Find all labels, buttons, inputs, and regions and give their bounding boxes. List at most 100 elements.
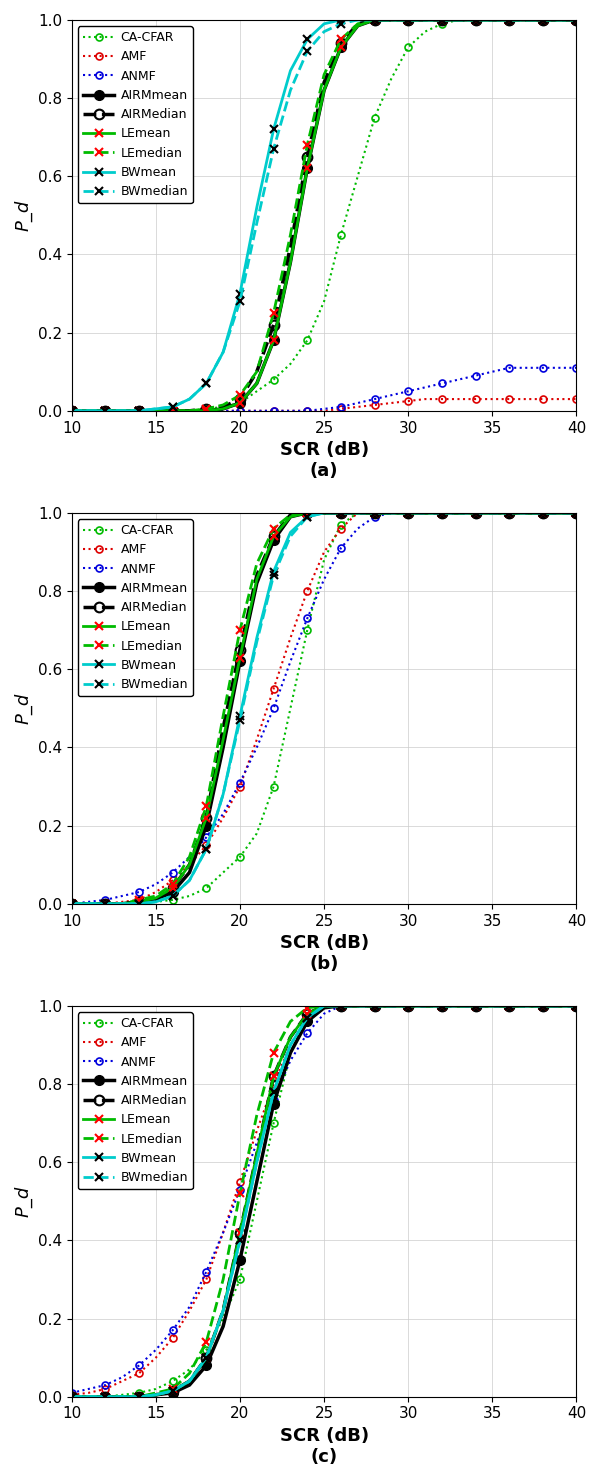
LEmedian	[220, 396, 227, 414]
AIRMedian	[523, 12, 530, 29]
AIRMmean	[270, 1095, 277, 1113]
AIRMmean	[186, 864, 193, 882]
BWmean	[438, 12, 445, 29]
AIRMedian	[119, 402, 126, 420]
CA-CFAR	[186, 888, 193, 905]
LEmedian	[573, 503, 580, 521]
LEmean	[455, 997, 462, 1014]
AIRMedian	[169, 402, 176, 420]
LEmedian	[304, 135, 311, 153]
LEmean	[253, 374, 260, 392]
AMF	[455, 390, 462, 408]
BWmedian	[455, 503, 462, 521]
LEmean	[136, 402, 143, 420]
BWmean	[287, 62, 294, 79]
LEmean	[186, 855, 193, 873]
BWmean	[523, 12, 530, 29]
Line: ANMF: ANMF	[68, 509, 580, 907]
AMF	[220, 1223, 227, 1241]
LEmean	[371, 503, 378, 521]
AIRMmean	[539, 503, 547, 521]
BWmean	[472, 503, 479, 521]
CA-CFAR	[68, 1388, 75, 1406]
LEmean	[287, 253, 294, 271]
AIRMedian	[337, 997, 344, 1014]
AMF	[220, 810, 227, 827]
BWmedian	[186, 1372, 193, 1390]
BWmedian	[220, 343, 227, 361]
AIRMedian	[102, 1388, 109, 1406]
CA-CFAR	[388, 69, 395, 87]
BWmean	[304, 31, 311, 49]
ANMF	[573, 359, 580, 377]
BWmedian	[68, 895, 75, 913]
Line: LEmean: LEmean	[68, 16, 581, 415]
BWmedian	[421, 503, 428, 521]
ANMF	[203, 829, 210, 846]
CA-CFAR	[556, 503, 563, 521]
CA-CFAR	[68, 895, 75, 913]
AIRMmean	[421, 503, 428, 521]
BWmean	[236, 708, 244, 726]
AIRMmean	[354, 997, 361, 1014]
AIRMmean	[169, 402, 176, 420]
LEmedian	[506, 503, 513, 521]
CA-CFAR	[102, 895, 109, 913]
BWmean	[253, 1154, 260, 1172]
AIRMedian	[539, 503, 547, 521]
ANMF	[270, 402, 277, 420]
LEmean	[573, 997, 580, 1014]
AMF	[102, 1381, 109, 1398]
LEmedian	[304, 999, 311, 1017]
AIRMedian	[169, 1382, 176, 1400]
BWmean	[489, 997, 496, 1014]
CA-CFAR	[438, 15, 445, 32]
AIRMmean	[119, 895, 126, 913]
LEmean	[354, 503, 361, 521]
ANMF	[556, 503, 563, 521]
AIRMmean	[388, 503, 395, 521]
LEmedian	[136, 1388, 143, 1406]
LEmedian	[438, 503, 445, 521]
Line: AIRMedian: AIRMedian	[67, 508, 581, 908]
CA-CFAR	[404, 38, 412, 56]
Line: BWmedian: BWmedian	[68, 509, 581, 908]
CA-CFAR	[371, 997, 378, 1014]
LEmean	[152, 402, 160, 420]
BWmedian	[371, 503, 378, 521]
LEmean	[320, 503, 328, 521]
LEmean	[438, 997, 445, 1014]
AMF	[102, 402, 109, 420]
AIRMedian	[421, 997, 428, 1014]
AMF	[472, 503, 479, 521]
BWmedian	[304, 43, 311, 60]
LEmean	[472, 997, 479, 1014]
AIRMedian	[388, 12, 395, 29]
LEmedian	[371, 997, 378, 1014]
BWmedian	[102, 402, 109, 420]
AMF	[404, 997, 412, 1014]
LEmedian	[320, 503, 328, 521]
LEmedian	[506, 997, 513, 1014]
ANMF	[220, 402, 227, 420]
AIRMedian	[136, 894, 143, 911]
CA-CFAR	[404, 503, 412, 521]
LEmean	[438, 12, 445, 29]
ANMF	[186, 402, 193, 420]
BWmedian	[119, 1388, 126, 1406]
AMF	[523, 390, 530, 408]
BWmean	[455, 997, 462, 1014]
AIRMedian	[539, 997, 547, 1014]
BWmedian	[472, 12, 479, 29]
BWmean	[421, 12, 428, 29]
CA-CFAR	[421, 503, 428, 521]
CA-CFAR	[152, 1381, 160, 1398]
BWmedian	[573, 12, 580, 29]
AIRMmean	[573, 12, 580, 29]
AIRMmean	[320, 81, 328, 99]
CA-CFAR	[236, 848, 244, 866]
AIRMmean	[270, 531, 277, 549]
CA-CFAR	[556, 997, 563, 1014]
AIRMmean	[337, 38, 344, 56]
CA-CFAR	[270, 371, 277, 389]
